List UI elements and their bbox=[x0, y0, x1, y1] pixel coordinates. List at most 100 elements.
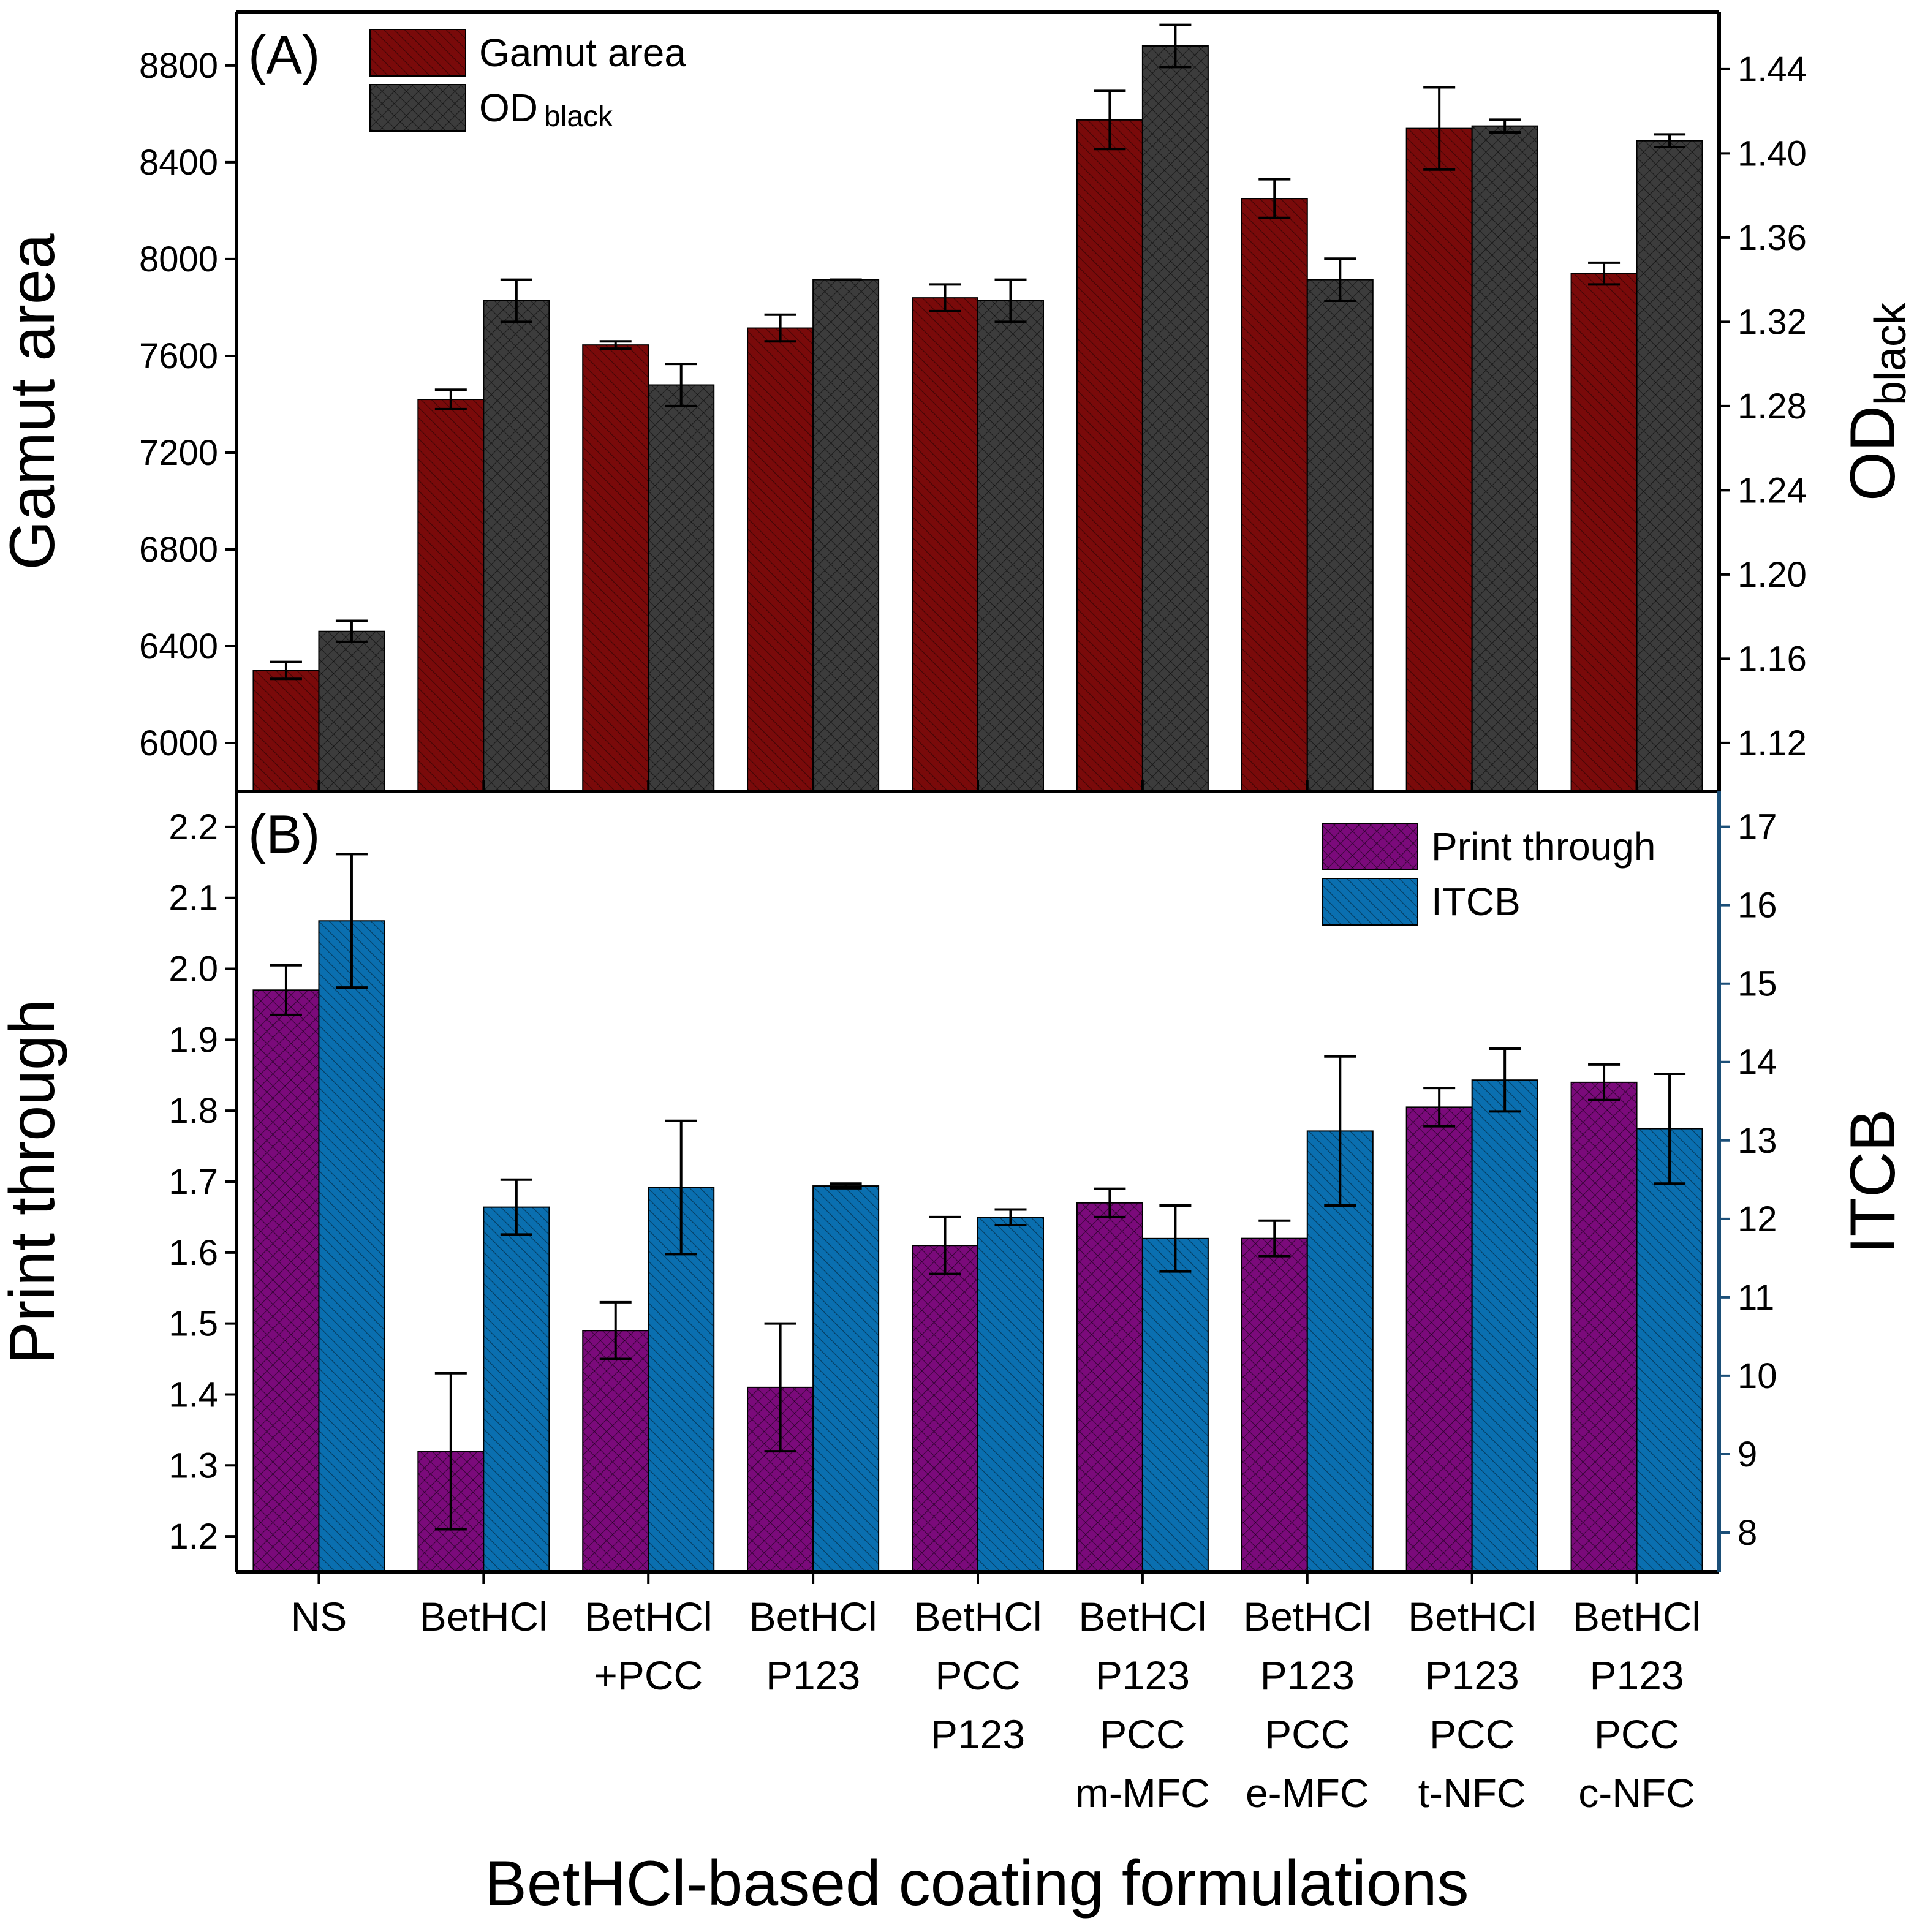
x-tick-label-5-1: P123 bbox=[1095, 1653, 1190, 1698]
bar-p0-s1-c2 bbox=[648, 384, 715, 792]
bar-p0-s1-c4 bbox=[977, 300, 1044, 793]
right-axis-title-main-p0: OD bbox=[1837, 406, 1908, 501]
bar-p0-s0-c5 bbox=[1076, 119, 1143, 792]
right-tick-label-p1-2: 10 bbox=[1738, 1356, 1777, 1396]
legend-swatch-p1-s0 bbox=[1322, 823, 1418, 870]
right-tick-label-p1-0: 8 bbox=[1738, 1513, 1757, 1553]
bar-p0-s0-c7 bbox=[1405, 127, 1473, 793]
x-tick-label-7-1: P123 bbox=[1425, 1653, 1519, 1698]
x-tick-label-6-0: BetHCl bbox=[1243, 1594, 1371, 1639]
bar-p1-s1-c8 bbox=[1636, 1128, 1703, 1572]
bar-p1-s0-c6 bbox=[1241, 1237, 1308, 1572]
bar-p0-s0-c0 bbox=[252, 670, 320, 793]
left-tick-label-p1-0: 1.2 bbox=[168, 1517, 218, 1557]
bar-p0-s0-c8 bbox=[1570, 273, 1638, 792]
x-tick-label-4-1: PCC bbox=[935, 1653, 1020, 1698]
bar-p1-s0-c5 bbox=[1076, 1202, 1143, 1572]
legend-label-p0-s1: OD black bbox=[479, 86, 613, 133]
legend-label-sub-p0-s1: black bbox=[544, 100, 613, 133]
x-tick-label-7-3: t-NFC bbox=[1418, 1770, 1526, 1816]
left-tick-label-p1-9: 2.1 bbox=[168, 878, 218, 918]
left-tick-label-p1-10: 2.2 bbox=[168, 807, 218, 847]
bar-p0-s0-c2 bbox=[582, 344, 649, 792]
bar-p1-s1-c5 bbox=[1141, 1237, 1209, 1572]
x-tick-label-5-3: m-MFC bbox=[1075, 1770, 1210, 1816]
left-tick-label-p1-3: 1.5 bbox=[168, 1304, 218, 1344]
bar-p1-s0-c4 bbox=[912, 1245, 978, 1572]
left-axis-title-p1: Print through bbox=[0, 999, 68, 1364]
x-tick-label-8-1: P123 bbox=[1589, 1653, 1684, 1698]
right-tick-label-p1-7: 15 bbox=[1738, 964, 1777, 1004]
right-tick-label-p0-5: 1.32 bbox=[1738, 302, 1807, 342]
x-tick-label-5-2: PCC bbox=[1100, 1711, 1185, 1757]
left-axis-title-p0: Gamut area bbox=[0, 233, 68, 570]
legend-swatch-p0-s0 bbox=[369, 29, 466, 77]
right-axis-title-sub-p0: black bbox=[1866, 302, 1915, 406]
left-tick-label-p1-5: 1.7 bbox=[168, 1162, 218, 1202]
bar-p0-s0-c4 bbox=[912, 297, 978, 792]
x-tick-label-3-1: P123 bbox=[766, 1653, 860, 1698]
right-tick-label-p0-7: 1.40 bbox=[1738, 134, 1807, 173]
x-tick-label-8-2: PCC bbox=[1594, 1711, 1679, 1757]
bar-p1-s0-c7 bbox=[1405, 1106, 1473, 1572]
panel-label-p0: (A) bbox=[248, 25, 320, 85]
right-axis-title-main-p1: ITCB bbox=[1837, 1109, 1908, 1255]
x-tick-label-2-0: BetHCl bbox=[584, 1594, 713, 1639]
x-tick-label-0-0: NS bbox=[291, 1594, 347, 1639]
x-tick-label-8-3: c-NFC bbox=[1578, 1770, 1695, 1816]
right-tick-label-p1-5: 13 bbox=[1738, 1121, 1777, 1161]
right-tick-label-p0-6: 1.36 bbox=[1738, 218, 1807, 258]
x-tick-label-4-2: P123 bbox=[931, 1711, 1025, 1757]
bar-p0-s1-c5 bbox=[1141, 45, 1209, 793]
right-tick-label-p1-4: 12 bbox=[1738, 1199, 1777, 1239]
x-tick-label-6-2: PCC bbox=[1265, 1711, 1350, 1757]
legend-label-p1-s1: ITCB bbox=[1431, 880, 1521, 924]
x-tick-label-2-1: +PCC bbox=[594, 1653, 703, 1698]
right-tick-label-p0-1: 1.16 bbox=[1738, 639, 1807, 679]
left-tick-label-p1-1: 1.3 bbox=[168, 1446, 218, 1485]
right-tick-label-p1-8: 16 bbox=[1738, 886, 1777, 926]
bar-p0-s1-c0 bbox=[318, 630, 385, 793]
right-axis-title-p0: ODblack bbox=[1837, 302, 1915, 501]
left-tick-label-p0-0: 6000 bbox=[139, 723, 218, 763]
left-tick-label-p0-6: 8400 bbox=[139, 143, 218, 183]
panel-label-p1: (B) bbox=[248, 804, 320, 864]
legend-label-p1-s0: Print through bbox=[1431, 824, 1655, 869]
x-axis-title: BetHCl-based coating formulations bbox=[484, 1848, 1469, 1919]
legend-label-main-p0-s1: OD bbox=[479, 86, 538, 130]
bar-p0-s1-c1 bbox=[483, 300, 550, 793]
left-tick-label-p1-2: 1.4 bbox=[168, 1375, 218, 1414]
right-tick-label-p0-4: 1.28 bbox=[1738, 387, 1807, 426]
left-tick-label-p0-3: 7200 bbox=[139, 433, 218, 473]
right-tick-label-p0-2: 1.20 bbox=[1738, 555, 1807, 595]
x-tick-label-6-1: P123 bbox=[1260, 1653, 1355, 1698]
right-tick-label-p0-0: 1.12 bbox=[1738, 723, 1807, 763]
bar-p0-s1-c3 bbox=[812, 279, 880, 792]
bar-p1-s1-c4 bbox=[977, 1217, 1044, 1572]
right-tick-label-p1-3: 11 bbox=[1738, 1278, 1774, 1318]
left-tick-label-p0-4: 7600 bbox=[139, 336, 218, 376]
left-tick-label-p0-2: 6800 bbox=[139, 530, 218, 570]
right-tick-label-p1-1: 9 bbox=[1738, 1435, 1757, 1474]
bar-p1-s1-c0 bbox=[318, 920, 385, 1572]
bar-p1-s0-c0 bbox=[252, 989, 320, 1572]
bar-p0-s1-c8 bbox=[1636, 140, 1703, 792]
bar-p1-s1-c1 bbox=[483, 1206, 550, 1572]
x-tick-label-4-0: BetHCl bbox=[913, 1594, 1042, 1639]
legend-swatch-p1-s1 bbox=[1322, 878, 1418, 926]
x-tick-label-7-0: BetHCl bbox=[1408, 1594, 1536, 1639]
bar-p0-s1-c6 bbox=[1306, 279, 1374, 792]
legend-label-main-p0-s0: Gamut area bbox=[479, 31, 686, 75]
right-tick-label-p1-6: 14 bbox=[1738, 1043, 1777, 1082]
x-tick-label-5-0: BetHCl bbox=[1078, 1594, 1206, 1639]
left-tick-label-p1-8: 2.0 bbox=[168, 949, 218, 989]
bar-p1-s0-c8 bbox=[1570, 1081, 1638, 1572]
bar-p1-s0-c2 bbox=[582, 1330, 649, 1573]
right-tick-label-p0-8: 1.44 bbox=[1738, 50, 1807, 89]
bar-p0-s1-c7 bbox=[1471, 125, 1538, 793]
bar-p0-s0-c6 bbox=[1241, 198, 1308, 793]
legend-label-main-p1-s1: ITCB bbox=[1431, 880, 1521, 924]
x-tick-label-8-0: BetHCl bbox=[1573, 1594, 1701, 1639]
left-tick-label-p1-6: 1.8 bbox=[168, 1091, 218, 1131]
